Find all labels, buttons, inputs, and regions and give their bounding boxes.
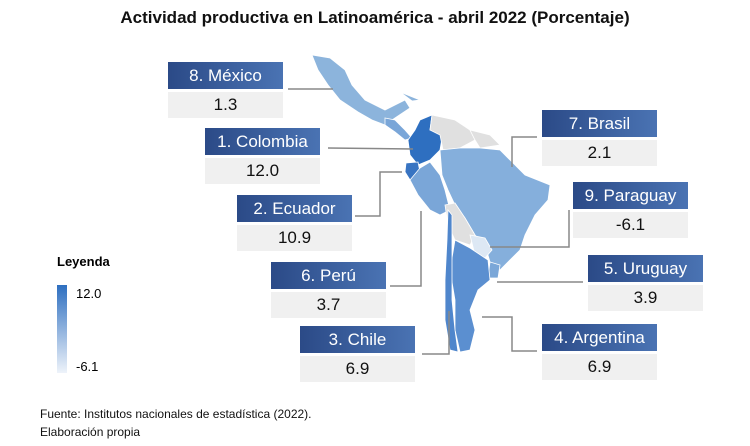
country-label: 9. Paraguay [573,182,688,209]
title: Actividad productiva en Latinoamérica - … [120,8,630,27]
country-value: 10.9 [237,225,352,251]
callout-mexico: 8. México 1.3 [168,62,283,118]
country-value: 3.9 [588,285,703,311]
country-value: 1.3 [168,92,283,118]
country-value: 6.9 [300,356,415,382]
region-cuba [399,91,421,102]
country-value: 3.7 [271,292,386,318]
region-peru [409,161,451,216]
callout-peru: 6. Perú 3.7 [271,262,386,318]
country-label: 1. Colombia [205,128,320,155]
callout-chile: 3. Chile 6.9 [300,326,415,382]
legend-max: 12.0 [76,286,102,301]
callout-colombia: 1. Colombia 12.0 [205,128,320,184]
leader-paraguay [490,210,570,248]
country-label: 4. Argentina [542,324,657,351]
legend-color-scale [57,285,67,373]
country-value: 12.0 [205,158,320,184]
leader-colombia [327,147,414,150]
leader-peru [390,211,422,287]
callout-argentina: 4. Argentina 6.9 [542,324,657,380]
legend-title: Leyenda [57,254,110,269]
callout-uruguay: 5. Uruguay 3.9 [588,255,703,311]
legend-min: -6.1 [76,359,99,374]
region-mexico [311,54,411,126]
callout-ecuador: 2. Ecuador 10.9 [237,195,352,251]
country-label: 3. Chile [300,326,415,353]
callout-brasil: 7. Brasil 2.1 [542,110,657,166]
country-value: 2.1 [542,140,657,166]
country-value: -6.1 [573,212,688,238]
country-label: 6. Perú [271,262,386,289]
footer-source: Fuente: Institutos nacionales de estadís… [40,407,312,421]
callout-paraguay: 9. Paraguay -6.1 [573,182,688,238]
region-guyanas [469,129,501,149]
country-label: 2. Ecuador [237,195,352,222]
country-value: 6.9 [542,354,657,380]
country-label: 7. Brasil [542,110,657,137]
leader-ecuador [355,171,402,217]
country-label: 8. México [168,62,283,89]
leader-chile [422,311,450,355]
leader-argentina [482,316,537,352]
country-label: 5. Uruguay [588,255,703,282]
footer-note: Elaboración propia [40,425,141,439]
region-argentina [449,239,491,353]
region-central-america [384,117,413,141]
leader-brasil [511,136,537,167]
